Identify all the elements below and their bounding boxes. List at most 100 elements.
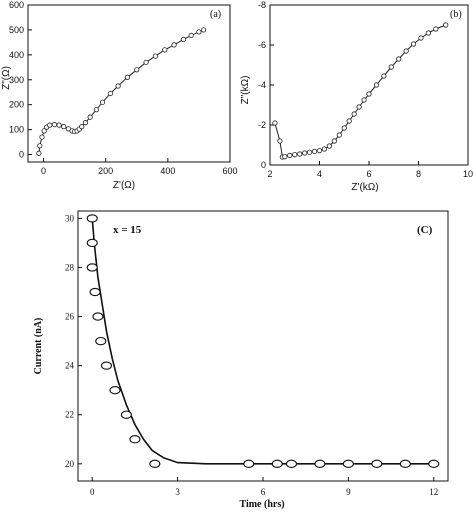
y-axis-label-c: Current (nA): [33, 318, 44, 375]
data-point-b: [282, 154, 288, 160]
x-tick-label-a: 0: [41, 166, 46, 176]
data-point-b: [418, 35, 424, 41]
y-tick-label-c: 22: [65, 410, 74, 420]
x-tick-label-b: 10: [463, 169, 473, 179]
x-tick-label-c: 9: [346, 487, 351, 497]
data-point-c: [86, 214, 98, 223]
data-point-c: [89, 287, 101, 297]
data-point-c: [86, 238, 98, 248]
data-point-a: [82, 120, 89, 126]
data-point-c: [285, 459, 298, 468]
data-point-c: [109, 386, 121, 395]
current-panel-c: 0 3 6 9 12 20 22 24 26 28 30 x = 15 (C) Time (hrs)…: [33, 210, 449, 510]
y-tick-label-b: 0: [261, 160, 266, 170]
plot-frame-a: [27, 4, 231, 163]
x-tick-label-b: 2: [267, 169, 272, 179]
data-point-a: [41, 128, 47, 134]
data-point-a: [134, 67, 140, 73]
y-tick-label-a: 200: [9, 100, 24, 110]
data-point-a: [124, 74, 131, 80]
y-tick-label-b: -8: [258, 0, 266, 10]
data-point-b: [443, 22, 449, 28]
data-point-a: [162, 47, 168, 53]
y-axis-label-a: Z"(Ω): [1, 66, 12, 90]
data-point-a: [107, 90, 113, 97]
y-axis-label-b: Z"(kΩ): [240, 76, 251, 105]
data-point-b: [311, 148, 318, 154]
data-point-b: [316, 148, 323, 154]
y-tick-label-a: 400: [9, 50, 24, 60]
data-point-a: [152, 53, 159, 59]
data-point-a: [39, 134, 45, 140]
data-point-b: [331, 138, 337, 144]
data-point-c: [129, 435, 141, 444]
data-point-b: [277, 138, 283, 144]
data-point-c: [120, 410, 132, 419]
series-line-a: [38, 29, 204, 154]
data-point-a: [93, 107, 99, 113]
y-tick-label-a: 500: [9, 25, 24, 35]
data-point-b: [388, 64, 394, 70]
data-point-b: [356, 104, 362, 110]
x-tick-label-a: 600: [222, 166, 237, 176]
y-tick-label-b: -6: [258, 40, 266, 50]
y-tick-label-b: -4: [258, 80, 266, 90]
annotation-x15: x = 15: [113, 224, 142, 236]
x-tick-label-b: 6: [366, 169, 371, 179]
x-tick-label-b: 8: [416, 169, 421, 179]
data-point-b: [403, 48, 409, 54]
data-point-b: [381, 73, 387, 79]
data-point-c: [149, 459, 161, 468]
data-point-a: [36, 150, 42, 156]
data-point-c: [100, 361, 113, 370]
data-point-b: [396, 56, 402, 62]
x-tick-label-c: 0: [90, 487, 95, 497]
data-point-b: [341, 125, 347, 131]
data-point-a: [51, 122, 58, 128]
x-tick-label-a: 400: [160, 166, 175, 176]
y-tick-label-c: 28: [65, 262, 75, 272]
panel-label-c: (C): [417, 224, 433, 236]
y-tick-label-a: 0: [19, 150, 24, 160]
panel-label-a: (a): [210, 9, 221, 20]
data-point-c: [399, 459, 411, 468]
data-point-c: [86, 263, 98, 272]
data-point-b: [326, 143, 332, 149]
data-point-c: [243, 459, 255, 468]
data-point-a: [79, 124, 85, 130]
data-point-c: [428, 459, 440, 468]
y-tick-label-c: 24: [65, 361, 75, 371]
data-point-b: [425, 30, 431, 36]
x-axis-label-b: Z'(kΩ): [351, 182, 378, 193]
x-tick-label-c: 6: [261, 487, 266, 497]
impedance-panel-b: 2 4 6 8 10 0 -2 -4 -6 -8 (b) Z'(kΩ) Z"(kΩ): [240, 0, 473, 193]
data-point-a: [115, 83, 121, 89]
y-tick-label-c: 20: [65, 459, 75, 469]
y-tick-label-b: -2: [258, 120, 266, 130]
y-tick-label-a: 600: [9, 0, 24, 10]
x-tick-label-a: 200: [98, 166, 113, 176]
data-point-c: [95, 336, 107, 346]
data-point-b: [361, 97, 367, 103]
x-tick-label-b: 4: [317, 169, 322, 179]
data-point-a: [196, 29, 202, 35]
data-point-c: [342, 459, 354, 468]
data-point-b: [346, 118, 352, 124]
data-point-b: [272, 120, 278, 126]
series-line-c: [91, 218, 434, 465]
y-tick-label-a: 100: [9, 125, 24, 135]
data-point-b: [292, 152, 298, 158]
data-point-a: [87, 114, 93, 120]
data-point-b: [351, 111, 357, 117]
data-point-b: [287, 152, 293, 158]
data-point-b: [321, 146, 328, 152]
data-point-a: [47, 122, 53, 128]
data-point-b: [302, 150, 308, 156]
data-point-b: [373, 82, 380, 88]
data-point-a: [143, 59, 149, 65]
data-point-c: [371, 459, 383, 468]
x-tick-label-c: 12: [429, 487, 438, 497]
data-point-b: [336, 132, 342, 138]
